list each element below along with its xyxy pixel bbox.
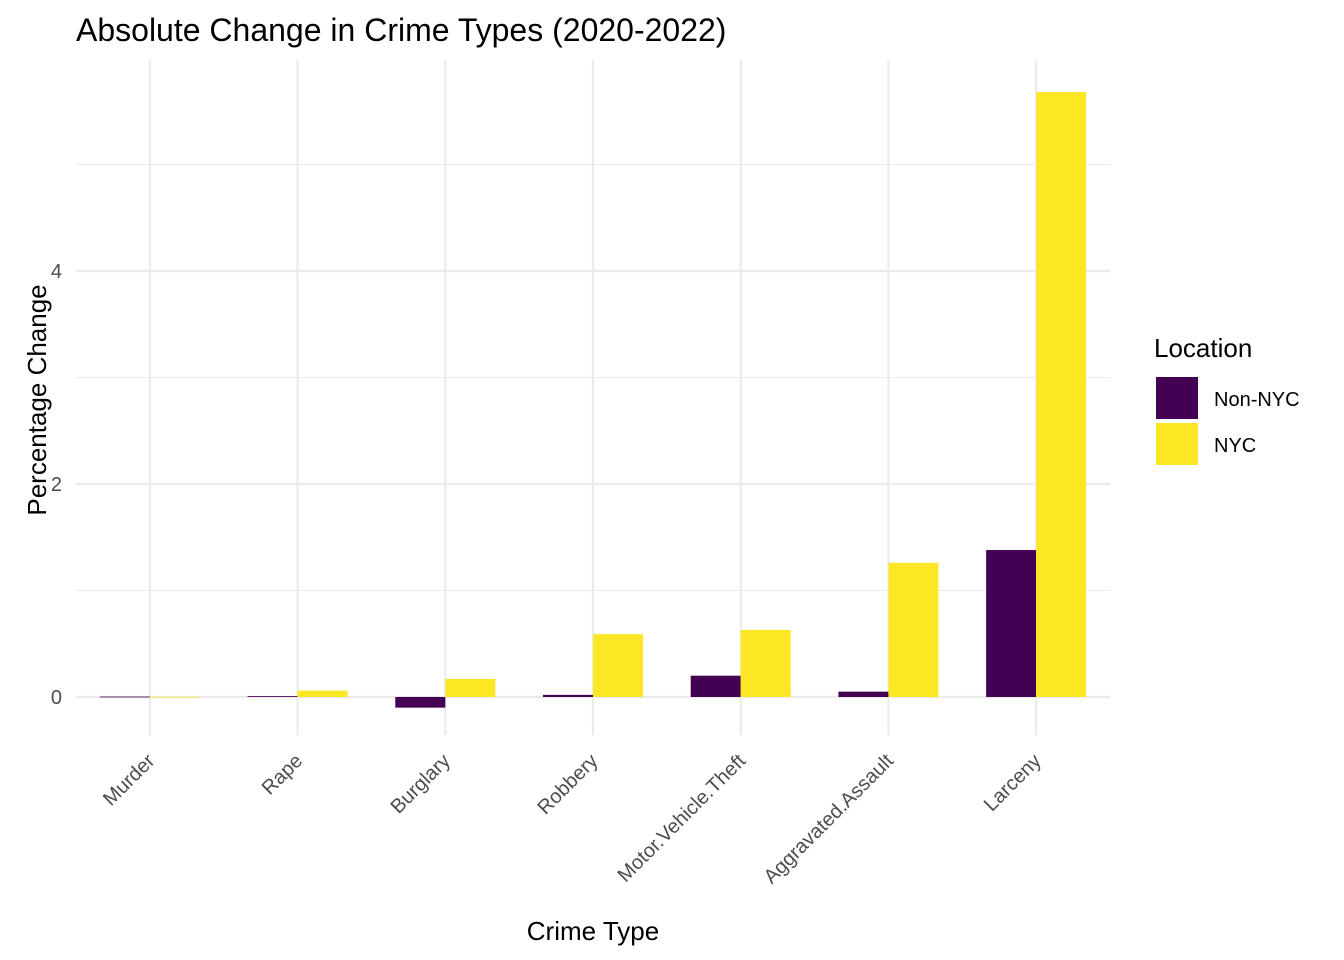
grid (76, 60, 1110, 735)
bar-nyc-murder (149, 696, 200, 698)
x-axis-title: Crime Type (527, 916, 659, 946)
legend-title: Location (1154, 333, 1252, 363)
bar-non-nyc-murder (99, 696, 150, 698)
bar-non-nyc-rape (247, 696, 298, 697)
x-tick-label: Aggravated.Assault (760, 750, 899, 889)
x-tick-label: Burglary (387, 750, 455, 818)
x-tick-label: Rape (258, 750, 307, 799)
y-tick-label: 0 (51, 687, 62, 709)
x-axis-ticks: Murder Rape Burglary Robbery Motor.Vehicle.T… (99, 750, 1046, 889)
y-axis-title: Percentage Change (22, 284, 52, 515)
legend-swatch-nyc (1156, 423, 1198, 465)
x-tick-label: Murder (99, 750, 160, 811)
bar-non-nyc-robbery (543, 694, 593, 697)
y-tick-label: 4 (51, 261, 62, 283)
x-tick-label: Robbery (534, 750, 603, 819)
bar-nyc-robbery (593, 634, 643, 697)
bar-non-nyc-larceny (986, 550, 1037, 697)
legend-label-non-nyc: Non-NYC (1214, 389, 1300, 411)
chart-title: Absolute Change in Crime Types (2020-202… (76, 12, 726, 48)
bar-nyc-rape (297, 690, 348, 697)
bar-nyc-burglary (445, 678, 496, 697)
bar-nyc-motor-vehicle-theft (740, 629, 791, 697)
bar-non-nyc-aggravated-assault (838, 691, 889, 697)
bar-nyc-aggravated-assault (888, 562, 939, 697)
bar-non-nyc-motor-vehicle-theft (690, 675, 741, 697)
bar-non-nyc-burglary (395, 697, 446, 708)
legend-swatch-non-nyc (1156, 377, 1198, 419)
x-tick-label: Larceny (980, 750, 1046, 816)
x-tick-label: Motor.Vehicle.Theft (614, 750, 751, 887)
legend: Location Non-NYC NYC (1154, 333, 1300, 465)
y-axis-ticks: 0 2 4 (51, 261, 62, 709)
legend-label-nyc: NYC (1214, 435, 1256, 457)
bars (99, 92, 1087, 708)
y-tick-label: 2 (51, 474, 62, 496)
bar-nyc-larceny (1036, 92, 1087, 697)
